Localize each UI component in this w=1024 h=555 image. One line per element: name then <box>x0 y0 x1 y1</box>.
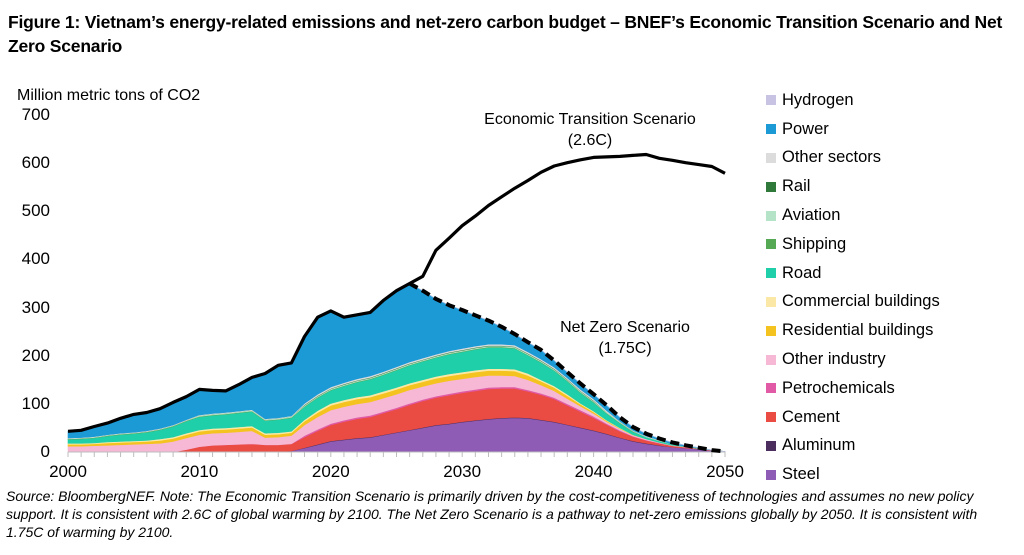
x-tick-label: 2040 <box>574 462 613 481</box>
annotation-net-zero: Net Zero Scenario (1.75C) <box>540 317 710 359</box>
x-tick-label: 2050 <box>706 462 744 481</box>
legend-label: Petrochemicals <box>782 378 895 397</box>
legend-item-petrochemicals: Petrochemicals <box>766 374 940 403</box>
legend-label: Aluminum <box>782 436 856 455</box>
annotation-nzs-title: Net Zero Scenario <box>560 319 690 336</box>
legend-label: Steel <box>782 465 820 484</box>
annotation-ets-temp: (2.6C) <box>567 132 613 149</box>
legend-swatch <box>766 152 776 163</box>
legend-swatch <box>766 124 776 135</box>
x-tick-label: 2000 <box>49 462 87 481</box>
figure-title: Figure 1: Vietnam’s energy-related emiss… <box>8 12 1003 56</box>
stacked-areas <box>67 283 726 453</box>
legend-label: Residential buildings <box>782 321 934 340</box>
line-net-zero-scenario-1-75c- <box>408 281 726 454</box>
legend-item-aviation: Aviation <box>766 201 940 230</box>
legend-label: Commercial buildings <box>782 292 940 311</box>
legend-item-other-sectors: Other sectors <box>766 144 940 173</box>
y-tick-label: 700 <box>21 105 50 124</box>
legend-swatch <box>766 469 776 480</box>
line-economic-transition-scenario-2-6c- <box>67 152 726 433</box>
annotation-economic-transition: Economic Transition Scenario (2.6C) <box>455 109 725 151</box>
x-axis <box>67 451 726 457</box>
y-tick-label: 0 <box>40 442 50 461</box>
legend-label: Power <box>782 119 829 138</box>
legend-label: Road <box>782 263 822 282</box>
legend-swatch <box>766 181 776 192</box>
legend-swatch <box>766 239 776 250</box>
source-note: Source: BloombergNEF. Note: The Economic… <box>6 488 978 540</box>
legend-item-power: Power <box>766 115 940 144</box>
legend-swatch <box>766 325 776 336</box>
legend-label: Shipping <box>782 234 847 253</box>
legend-swatch <box>766 296 776 307</box>
legend-item-shipping: Shipping <box>766 230 940 259</box>
legend-label: Cement <box>782 407 840 426</box>
legend: Hydrogen Power Other sectors Rail Aviation Sh… <box>766 86 940 489</box>
legend-item-steel: Steel <box>766 460 940 489</box>
legend-swatch <box>766 354 776 365</box>
x-tick-label: 2030 <box>443 462 482 481</box>
legend-item-cement: Cement <box>766 403 940 432</box>
legend-label: Aviation <box>782 206 841 225</box>
legend-swatch <box>766 210 776 221</box>
x-tick-label: 2010 <box>180 462 219 481</box>
y-axis-label: Million metric tons of CO2 <box>17 87 201 104</box>
legend-swatch <box>766 95 776 106</box>
legend-item-commercial-buildings: Commercial buildings <box>766 288 940 317</box>
legend-item-road: Road <box>766 259 940 288</box>
legend-swatch <box>766 412 776 423</box>
legend-swatch <box>766 268 776 279</box>
y-tick-label: 600 <box>21 153 50 173</box>
y-tick-label: 500 <box>21 201 50 221</box>
legend-swatch <box>766 383 776 394</box>
y-tick-label: 200 <box>21 345 50 365</box>
legend-item-residential-buildings: Residential buildings <box>766 316 940 345</box>
legend-label: Rail <box>782 177 811 196</box>
legend-label: Other sectors <box>782 148 882 167</box>
legend-label: Other industry <box>782 350 886 369</box>
scenario-lines <box>67 152 726 454</box>
legend-swatch <box>766 440 776 451</box>
legend-item-hydrogen: Hydrogen <box>766 86 940 115</box>
annotation-ets-title: Economic Transition Scenario <box>484 111 696 128</box>
y-tick-label: 400 <box>21 249 50 269</box>
y-tick-label: 100 <box>21 393 50 413</box>
y-tick-label: 300 <box>21 297 50 317</box>
legend-item-rail: Rail <box>766 172 940 201</box>
legend-item-other-industry: Other industry <box>766 345 940 374</box>
legend-label: Hydrogen <box>782 90 854 109</box>
x-tick-label: 2020 <box>311 462 350 481</box>
annotation-nzs-temp: (1.75C) <box>598 340 652 357</box>
legend-item-aluminum: Aluminum <box>766 432 940 461</box>
